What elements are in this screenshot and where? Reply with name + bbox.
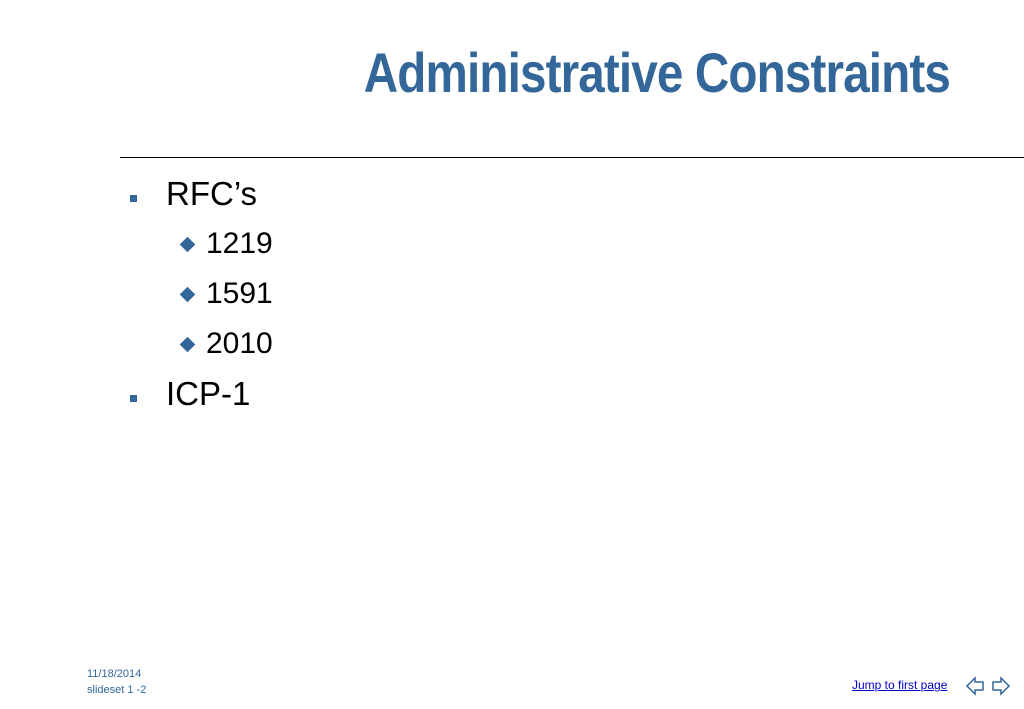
bullet-list: RFC’s 1219 1591 2010 ICP-1	[130, 172, 273, 422]
bullet: RFC’s	[130, 172, 273, 222]
next-arrow[interactable]	[992, 676, 1011, 696]
sub-bullet: 1219	[130, 222, 273, 272]
prev-arrow[interactable]	[965, 676, 984, 696]
nav-arrows	[965, 676, 1011, 696]
sub-bullet: 2010	[130, 322, 273, 372]
sub-bullet: 1591	[130, 272, 273, 322]
title-rule	[120, 157, 1024, 158]
footer-date: 11/18/2014	[87, 668, 142, 680]
bullet: ICP-1	[130, 372, 273, 422]
footer-slide: slideset 1 -2	[87, 684, 147, 696]
slide-title: Administrative Constraints	[363, 41, 951, 104]
first-page-link[interactable]: Jump to first page	[852, 678, 948, 692]
